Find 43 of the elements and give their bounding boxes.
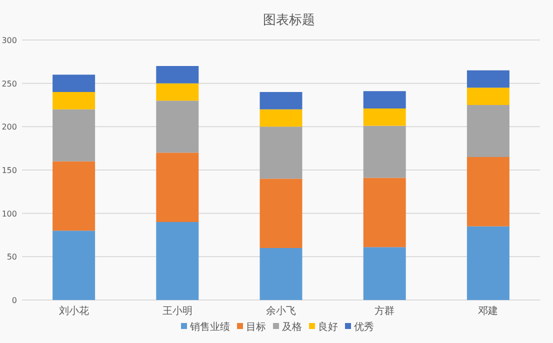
- bar: [156, 83, 199, 101]
- bar: [52, 74, 96, 92]
- bar: [363, 126, 406, 178]
- legend-label: 优秀: [354, 321, 374, 333]
- x-tick-label: 王小明: [162, 305, 192, 317]
- bar: [156, 152, 199, 222]
- y-tick-label: 250: [2, 79, 17, 88]
- y-tick-label: 150: [2, 166, 17, 175]
- bar: [156, 66, 199, 84]
- x-tick-label: 方群: [374, 305, 395, 317]
- legend-label: 销售业绩: [189, 321, 230, 333]
- bar: [363, 91, 406, 108]
- bar: [52, 161, 96, 231]
- bar: [260, 248, 302, 300]
- bar: [363, 108, 406, 126]
- x-tick-label: 刘小花: [58, 305, 89, 317]
- bar: [363, 178, 406, 248]
- bar: [466, 105, 510, 157]
- bar: [260, 126, 302, 179]
- x-tick-label: 余小飞: [266, 305, 296, 317]
- bar: [363, 247, 406, 300]
- bar: [52, 92, 96, 110]
- bar: [260, 178, 302, 248]
- x-tick-label: 邓建: [478, 305, 498, 317]
- chart-title: 图表标题: [263, 13, 315, 28]
- y-tick-label: 200: [2, 122, 17, 132]
- bar: [260, 92, 302, 110]
- bar: [466, 157, 510, 226]
- bar: [52, 230, 96, 300]
- y-tick-label: 300: [2, 36, 17, 45]
- bar: [466, 88, 510, 105]
- legend-label: 目标: [246, 321, 266, 333]
- bar: [260, 109, 302, 127]
- legend-label: 良好: [318, 321, 338, 333]
- y-tick-label: 50: [6, 252, 17, 262]
- y-tick-label: 0: [12, 296, 17, 305]
- bar: [466, 70, 510, 88]
- bar: [52, 109, 96, 162]
- bar: [156, 222, 199, 300]
- bar: [156, 100, 199, 153]
- y-tick-label: 100: [2, 209, 17, 218]
- bar: [466, 226, 510, 300]
- legend-label: 及格: [282, 321, 302, 333]
